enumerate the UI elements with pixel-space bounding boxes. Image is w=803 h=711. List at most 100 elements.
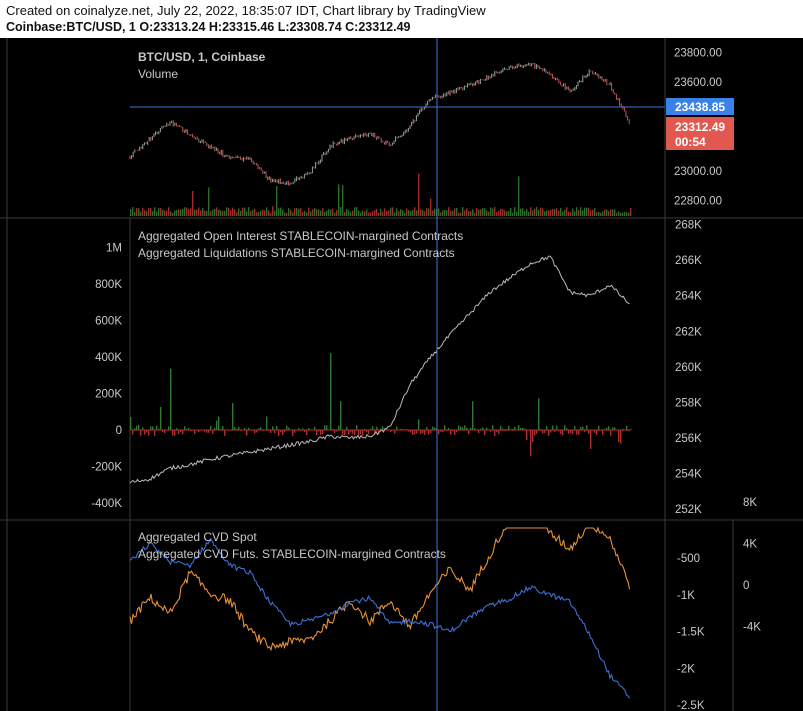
volume-bar	[442, 210, 444, 216]
volume-bar	[504, 210, 506, 216]
volume-bar	[206, 211, 208, 216]
volume-bar	[144, 210, 146, 216]
liquidation-axis-tick: 400K	[95, 352, 122, 364]
volume-bar	[556, 208, 558, 216]
volume-bar	[372, 211, 374, 216]
volume-bar	[172, 213, 174, 216]
chart-header: Created on coinalyze.net, July 22, 2022,…	[0, 0, 803, 38]
liquidation-bar	[582, 426, 584, 430]
volume-bar	[572, 208, 574, 216]
liquidation-bar	[380, 428, 382, 430]
liquidation-bar	[288, 427, 290, 430]
liquidation-bar	[346, 426, 348, 430]
volume-bar	[494, 207, 496, 216]
volume-bar	[158, 208, 160, 216]
volume-bar	[410, 211, 412, 216]
liquidation-bar	[370, 428, 372, 430]
volume-bar	[306, 212, 308, 216]
volume-bar	[148, 207, 150, 216]
volume-bar	[472, 209, 474, 216]
liquidation-bar	[176, 428, 178, 430]
liquidation-bar	[566, 428, 568, 430]
volume-bar	[422, 210, 424, 216]
volume-bar	[444, 209, 446, 216]
price-axis-tick: 23000.00	[674, 166, 722, 178]
cvd-futures-axis-tick: 0	[743, 580, 749, 592]
liquidation-bar	[622, 428, 624, 430]
liquidation-bar	[414, 430, 416, 435]
volume-bar	[200, 210, 202, 216]
liquidation-bar	[594, 430, 596, 433]
high-value: 23315.46	[222, 20, 275, 34]
volume-bar	[208, 187, 210, 216]
liquidation-bar	[438, 430, 440, 435]
cvd-spot-axis-tick: -1.5K	[677, 627, 705, 639]
liquidation-bar	[276, 425, 278, 430]
liquidation-bar	[428, 430, 430, 435]
chart-canvas[interactable]: 23800.00 23600.00 23000.00 22800.00 1M 800K 60…	[0, 38, 803, 711]
liquidation-bar	[536, 430, 538, 434]
volume-bar	[376, 208, 378, 216]
volume-bar	[600, 212, 602, 216]
volume-bar	[210, 211, 212, 216]
liquidation-bar	[480, 428, 482, 430]
liquidation-bar	[322, 430, 324, 435]
liquidation-bar	[416, 430, 418, 434]
volume-bar	[340, 207, 342, 216]
volume-bar	[130, 209, 132, 216]
volume-bar	[578, 210, 580, 216]
volume-bar	[608, 211, 610, 216]
liquidation-axis-tick: 0	[116, 425, 122, 437]
volume-bar	[330, 209, 332, 216]
price-axis-tick: 22800.00	[674, 196, 722, 208]
volume-bar	[370, 212, 372, 216]
volume-bar	[394, 212, 396, 216]
liquidation-bar	[460, 426, 462, 430]
liquidation-bar	[568, 430, 570, 434]
volume-bar	[308, 207, 310, 216]
volume-bar	[244, 207, 246, 216]
liquidation-bar	[520, 427, 522, 430]
volume-bar	[520, 208, 522, 216]
last-price-text: 23312.49	[675, 120, 725, 134]
liquidation-bar	[272, 426, 274, 430]
volume-bar	[218, 209, 220, 216]
volume-bar	[194, 209, 196, 216]
volume-bar	[498, 210, 500, 216]
volume-bar	[574, 211, 576, 216]
liquidation-bar	[452, 430, 454, 432]
liquidation-bar	[572, 430, 574, 435]
volume-bar	[404, 212, 406, 216]
liquidation-bar	[512, 429, 514, 430]
open-interest-axis-tick: 258K	[675, 397, 702, 409]
volume-bar	[184, 207, 186, 216]
volume-bar	[386, 211, 388, 216]
volume-bar	[290, 209, 292, 216]
volume-bar	[550, 209, 552, 216]
volume-bar	[312, 209, 314, 216]
liquidation-bar	[220, 429, 222, 430]
liquidation-bar	[318, 430, 320, 432]
liquidation-bar	[270, 430, 272, 433]
volume-bar	[368, 212, 370, 216]
liquidation-bar	[426, 427, 428, 430]
liquidation-bar	[206, 430, 208, 433]
volume-bar	[378, 212, 380, 216]
oi-panel-subtitle: Aggregated Liquidations STABLECOIN-margi…	[138, 246, 455, 260]
close-label: C:	[345, 20, 359, 34]
volume-bar	[450, 210, 452, 216]
liquidation-bar	[362, 430, 364, 436]
volume-bar	[352, 210, 354, 216]
liquidation-bar	[614, 427, 616, 430]
volume-bar	[416, 210, 418, 216]
liquidation-bar	[382, 426, 384, 430]
liquidation-bar	[158, 428, 160, 430]
volume-bar	[214, 209, 216, 216]
open-interest-axis-tick: 266K	[675, 255, 702, 267]
volume-bar	[474, 212, 476, 216]
liquidation-bar	[484, 430, 486, 436]
volume-bar	[554, 209, 556, 216]
volume-bar	[478, 209, 480, 216]
volume-bar	[300, 208, 302, 216]
volume-bar	[132, 207, 134, 216]
